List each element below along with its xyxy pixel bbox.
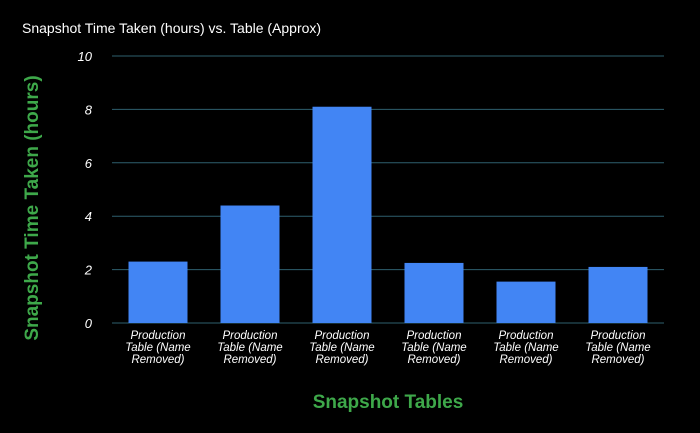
bar — [220, 205, 280, 323]
x-tick-label-line: Removed) — [223, 354, 276, 366]
gridlines — [112, 55, 664, 324]
x-tick-label-line: Table (Name — [401, 342, 466, 354]
x-tick-label-line: Removed) — [315, 354, 368, 366]
bar — [588, 266, 648, 323]
x-tick-label: Production Table (Name Removed) — [309, 330, 374, 366]
x-tick-label-line: Production — [223, 330, 278, 342]
bar — [404, 262, 464, 323]
x-tick-label: Production Table (Name Removed) — [585, 330, 650, 366]
x-tick-label-line: Production — [591, 330, 646, 342]
x-tick-label-line: Production — [407, 330, 462, 342]
bar — [496, 281, 556, 323]
x-tick-label: Production Table (Name Removed) — [493, 330, 558, 366]
x-tick-label-line: Production — [315, 330, 370, 342]
y-tick-label: 2 — [84, 263, 93, 278]
x-tick-label: Production Table (Name Removed) — [217, 330, 282, 366]
bar — [128, 261, 188, 323]
x-tick-label-line: Production — [499, 330, 554, 342]
x-tick-label: Production Table (Name Removed) — [401, 330, 466, 366]
chart-title: Snapshot Time Taken (hours) vs. Table (A… — [22, 20, 321, 36]
y-tick-label: 8 — [85, 102, 93, 117]
y-axis-label: Snapshot Time Taken (hours) — [22, 75, 43, 340]
x-tick-label-line: Production — [131, 330, 186, 342]
x-tick-label-line: Removed) — [499, 354, 552, 366]
bar — [312, 106, 372, 323]
x-tick-label-line: Table (Name — [585, 342, 650, 354]
x-tick-label-line: Table (Name — [493, 342, 558, 354]
y-tick-label: 0 — [85, 316, 93, 331]
x-tick-label-line: Removed) — [131, 354, 184, 366]
x-tick-label-line: Table (Name — [125, 342, 190, 354]
y-tick-label: 4 — [85, 209, 92, 224]
y-axis-ticks: 0 2 4 6 8 10 — [78, 49, 93, 331]
x-tick-label: Production Table (Name Removed) — [125, 330, 190, 366]
x-tick-label-line: Removed) — [591, 354, 644, 366]
x-axis-label: Snapshot Tables — [313, 392, 464, 413]
bars — [128, 106, 648, 323]
x-tick-label-line: Removed) — [407, 354, 460, 366]
x-tick-label-line: Table (Name — [217, 342, 282, 354]
x-tick-label-line: Table (Name — [309, 342, 374, 354]
x-axis-ticks: Production Table (Name Removed)Production T… — [125, 330, 650, 366]
y-tick-label: 10 — [78, 49, 93, 64]
y-tick-label: 6 — [85, 156, 93, 171]
